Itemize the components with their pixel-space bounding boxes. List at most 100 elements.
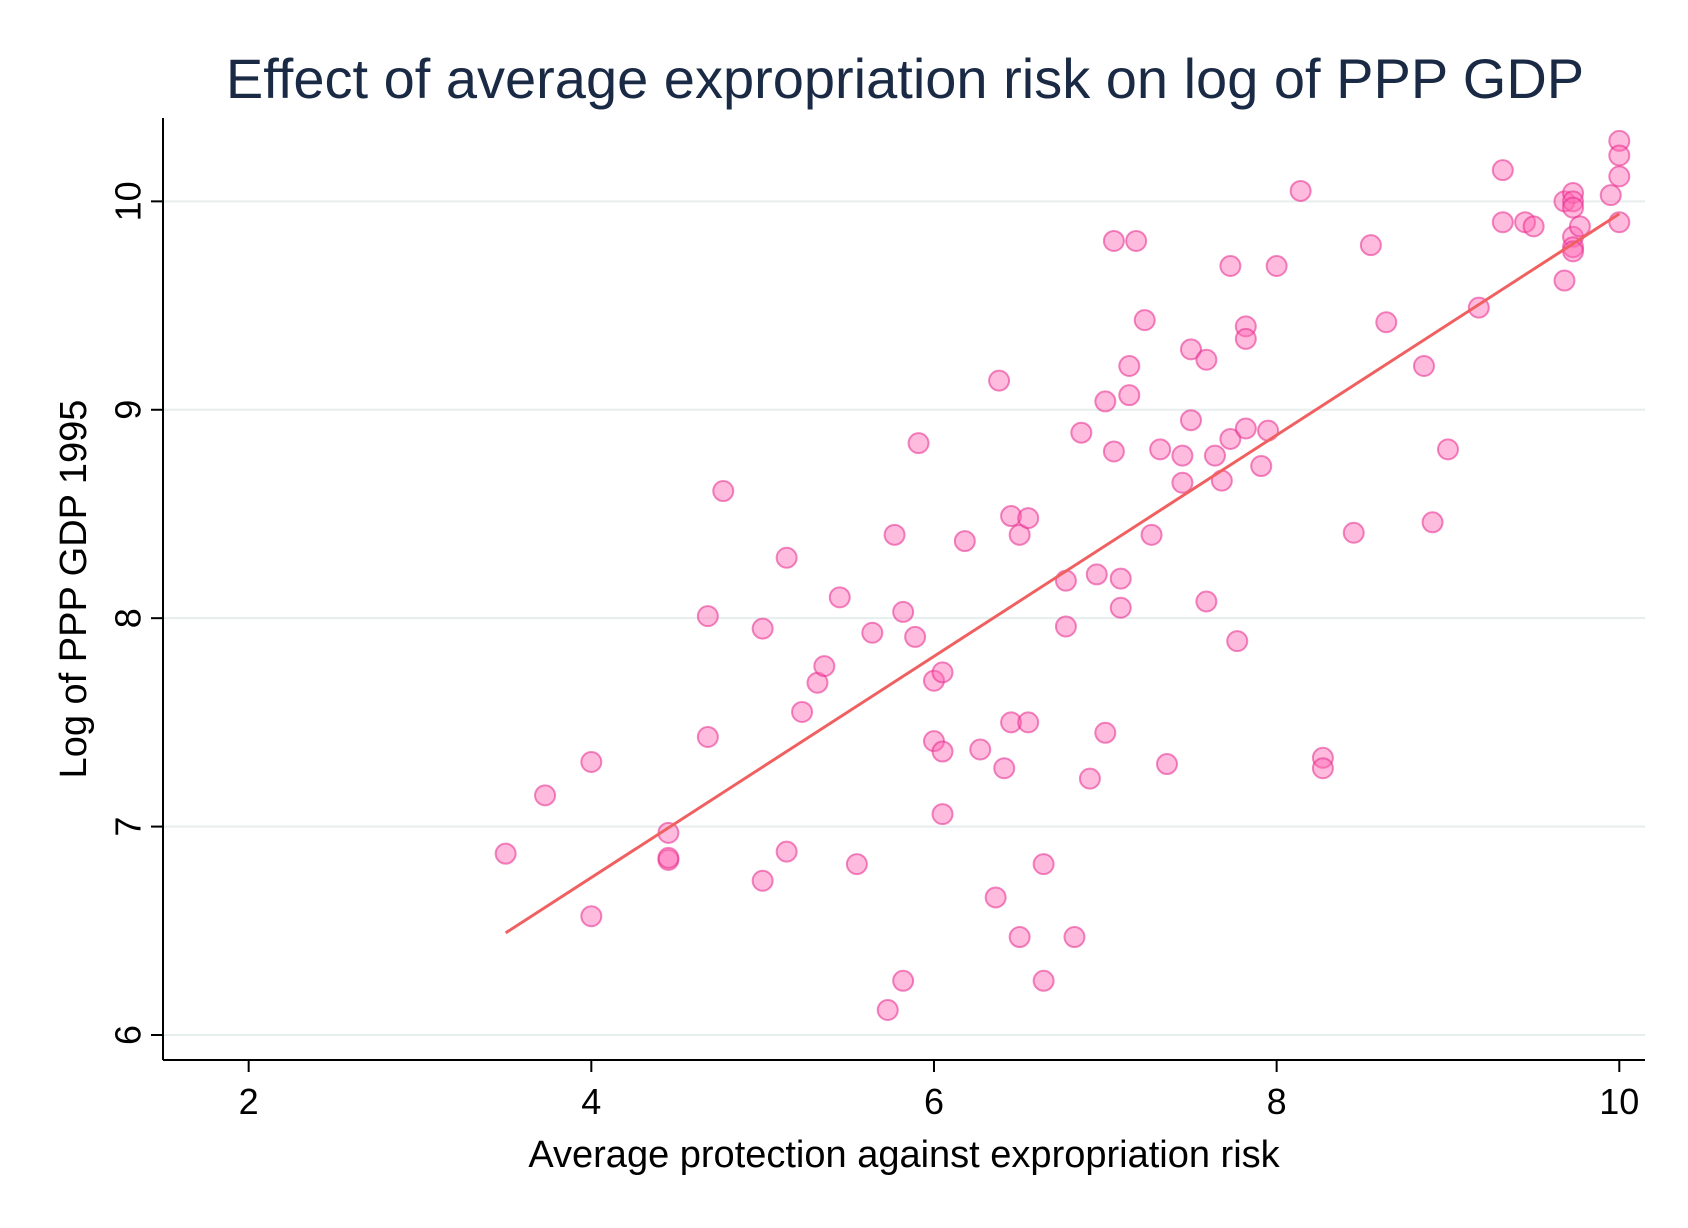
data-point xyxy=(494,842,517,865)
data-point xyxy=(1250,455,1273,478)
data-point xyxy=(1179,409,1202,432)
y-tick-label: 7 xyxy=(108,817,149,837)
data-point xyxy=(1568,215,1591,238)
data-point xyxy=(1102,440,1125,463)
x-tick-label: 2 xyxy=(239,1081,259,1122)
data-point xyxy=(1102,229,1125,252)
data-point xyxy=(1094,390,1117,413)
data-point xyxy=(580,750,603,773)
data-point xyxy=(1375,311,1398,334)
data-point xyxy=(1562,196,1585,219)
data-point xyxy=(1032,969,1055,992)
data-point xyxy=(1008,926,1031,949)
data-point xyxy=(1149,438,1172,461)
data-point xyxy=(1017,507,1040,530)
data-point xyxy=(1171,471,1194,494)
data-point xyxy=(1094,721,1117,744)
data-point xyxy=(1133,309,1156,332)
data-point xyxy=(1032,853,1055,876)
data-point xyxy=(1140,523,1163,546)
data-point xyxy=(1054,569,1077,592)
data-point xyxy=(845,853,868,876)
data-point xyxy=(892,969,915,992)
data-point xyxy=(1311,757,1334,780)
data-point xyxy=(984,886,1007,909)
data-point xyxy=(580,905,603,928)
data-point xyxy=(775,546,798,569)
axes xyxy=(162,118,1645,1061)
data-point xyxy=(892,600,915,623)
data-point xyxy=(775,840,798,863)
fit-line xyxy=(504,212,1621,935)
data-point xyxy=(1179,338,1202,361)
data-point xyxy=(1109,567,1132,590)
data-point xyxy=(861,621,884,644)
data-point xyxy=(1118,384,1141,407)
data-point xyxy=(931,661,954,684)
y-tick-label: 9 xyxy=(108,400,149,420)
data-point xyxy=(696,605,719,628)
data-point xyxy=(1342,521,1365,544)
data-point xyxy=(1000,505,1023,528)
data-point xyxy=(534,784,557,807)
y-tick-label: 6 xyxy=(108,1025,149,1045)
data-point xyxy=(1195,348,1218,371)
data-point xyxy=(1203,444,1226,467)
data-point xyxy=(1553,269,1576,292)
data-point xyxy=(969,738,992,761)
data-point xyxy=(1412,355,1435,378)
data-point xyxy=(931,740,954,763)
data-point xyxy=(1491,159,1514,182)
data-point xyxy=(1109,596,1132,619)
data-point xyxy=(1265,254,1288,277)
tick-marks-and-labels: 6 7 8 9 10 2 4 6 8 10 xyxy=(108,181,1640,1122)
data-point xyxy=(1195,590,1218,613)
chart-title: Effect of average expropriation risk on … xyxy=(226,47,1584,110)
data-point xyxy=(1219,427,1242,450)
data-point xyxy=(1219,254,1242,277)
data-point xyxy=(1234,327,1257,350)
data-point xyxy=(696,725,719,748)
data-point xyxy=(1421,511,1444,534)
data-point xyxy=(1000,711,1023,734)
data-point xyxy=(931,803,954,826)
y-tick-label: 8 xyxy=(108,608,149,628)
data-point xyxy=(657,846,680,869)
data-point xyxy=(1085,563,1108,586)
data-point xyxy=(1234,417,1257,440)
y-tick-label: 10 xyxy=(108,181,149,221)
data-point xyxy=(1017,711,1040,734)
data-point xyxy=(791,700,814,723)
data-point xyxy=(1078,767,1101,790)
data-point xyxy=(1070,421,1093,444)
data-point xyxy=(1118,355,1141,378)
x-tick-label: 10 xyxy=(1599,1081,1639,1122)
data-point xyxy=(1125,229,1148,252)
data-point xyxy=(1289,179,1312,202)
data-point xyxy=(1063,926,1086,949)
data-point xyxy=(876,998,899,1021)
data-point xyxy=(1608,144,1631,167)
data-point xyxy=(751,617,774,640)
data-point xyxy=(1522,215,1545,238)
x-tick-label: 8 xyxy=(1267,1081,1287,1122)
data-point xyxy=(1171,444,1194,467)
data-point xyxy=(828,586,851,609)
data-point xyxy=(1436,438,1459,461)
data-points xyxy=(494,129,1631,1021)
data-point xyxy=(904,625,927,648)
data-point xyxy=(1155,753,1178,776)
data-point xyxy=(712,480,735,503)
data-point xyxy=(1599,184,1622,207)
data-point xyxy=(907,432,930,455)
data-point xyxy=(1491,211,1514,234)
data-point xyxy=(993,757,1016,780)
x-tick-label: 4 xyxy=(581,1081,601,1122)
x-axis-label: Average protection against expropriation… xyxy=(528,1134,1280,1176)
data-point xyxy=(1226,630,1249,653)
data-point xyxy=(813,655,836,678)
grid-lines xyxy=(163,200,1645,1036)
data-point xyxy=(751,869,774,892)
fit-line-group xyxy=(504,212,1621,935)
